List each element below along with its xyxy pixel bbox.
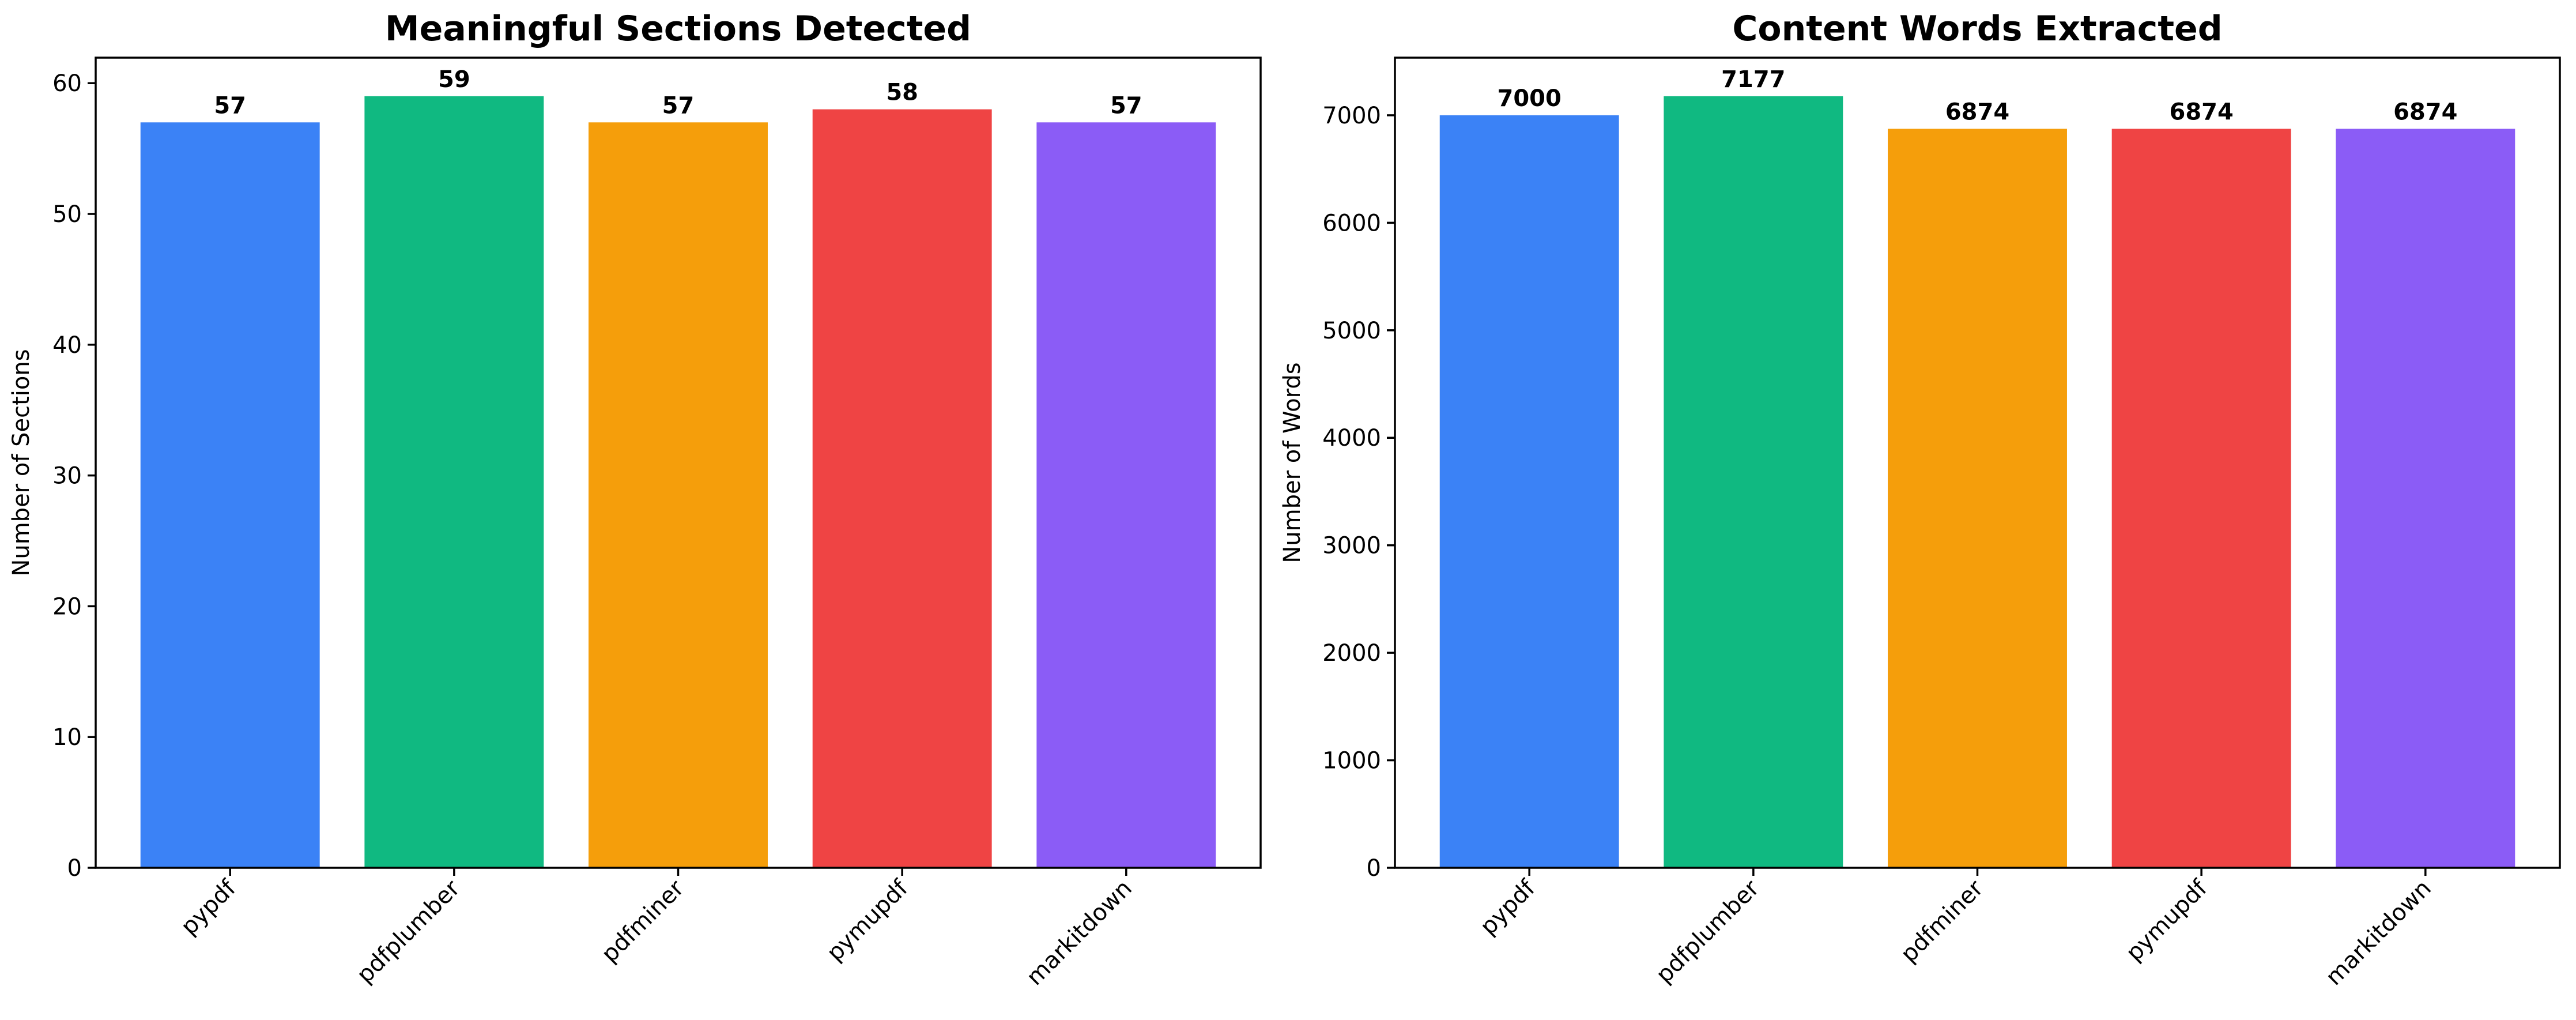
y-axis-label: Number of Words: [1279, 362, 1306, 563]
chart-title: Meaningful Sections Detected: [385, 9, 971, 49]
x-tick-label: markitdown: [1021, 875, 1137, 991]
bar: [1439, 115, 1619, 868]
y-tick-label: 0: [1367, 855, 1381, 882]
x-tick-label: pdfplumber: [1651, 875, 1764, 988]
y-tick-label: 6000: [1322, 210, 1381, 236]
x-tick-label: pdfminer: [597, 875, 689, 968]
x-tick-label: pypdf: [176, 875, 242, 940]
bar-value-label: 7000: [1498, 85, 1562, 112]
bar-value-label: 6874: [1945, 99, 2009, 125]
bar: [2336, 129, 2515, 868]
axes-frame: [1394, 57, 2561, 869]
chart-sections: Meaningful Sections Detected Number of S…: [8, 9, 1262, 991]
chart-title: Content Words Extracted: [1732, 9, 2222, 49]
bar-value-label: 57: [1110, 92, 1142, 119]
y-tick-label: 60: [52, 70, 82, 97]
bar-series: [1439, 96, 2515, 868]
y-tick-label: 20: [52, 593, 82, 620]
x-tick-label: markitdown: [2321, 875, 2437, 991]
y-tick-label: 10: [52, 724, 82, 751]
bar: [1888, 129, 2067, 868]
x-axis: pypdf pdfplumber pdfminer pymupdf markitdown: [1475, 868, 2437, 991]
y-tick-label: 4000: [1322, 425, 1381, 451]
y-tick-label: 40: [52, 332, 82, 359]
bar: [1664, 96, 1843, 868]
bar: [2111, 129, 2291, 868]
x-tick-label: pymupdf: [822, 875, 914, 966]
y-tick-label: 50: [52, 201, 82, 228]
x-tick-label: pypdf: [1475, 875, 1541, 940]
bar-value-label: 58: [886, 80, 918, 106]
x-tick-label: pymupdf: [2121, 875, 2213, 966]
y-tick-label: 1000: [1322, 748, 1381, 774]
y-tick-label: 30: [52, 463, 82, 490]
axes-frame: [95, 57, 1262, 869]
y-tick-label: 5000: [1322, 318, 1381, 344]
bar: [140, 122, 320, 868]
bar: [364, 96, 544, 868]
y-tick-label: 3000: [1322, 533, 1381, 559]
y-tick-label: 0: [67, 855, 82, 882]
bar-series: [140, 96, 1216, 868]
y-tick-label: 7000: [1322, 103, 1381, 129]
y-axis: 0 1000 2000 3000 4000 5000 6000 7000: [1322, 103, 1395, 882]
y-axis: 0 10 20 30 40 50 60: [52, 70, 96, 882]
bar: [812, 109, 992, 868]
x-tick-label: pdfminer: [1896, 875, 1989, 968]
chart-words: Content Words Extracted Number of Words …: [1279, 9, 2561, 991]
data-labels: 7000 7177 6874 6874 6874: [1498, 66, 2458, 125]
bar-value-label: 6874: [2169, 99, 2233, 125]
x-axis: pypdf pdfplumber pdfminer pymupdf markitdown: [176, 868, 1137, 991]
bar-value-label: 7177: [1721, 66, 1785, 93]
x-tick-label: pdfplumber: [352, 875, 465, 988]
bar-value-label: 6874: [2393, 99, 2457, 125]
y-axis-label: Number of Sections: [8, 349, 35, 576]
bar: [589, 122, 768, 868]
bar-value-label: 57: [662, 92, 695, 119]
data-labels: 57 59 57 58 57: [214, 66, 1142, 119]
bar: [1036, 122, 1216, 868]
y-tick-label: 2000: [1322, 640, 1381, 667]
bar-value-label: 59: [438, 66, 470, 93]
bar-value-label: 57: [214, 92, 246, 119]
